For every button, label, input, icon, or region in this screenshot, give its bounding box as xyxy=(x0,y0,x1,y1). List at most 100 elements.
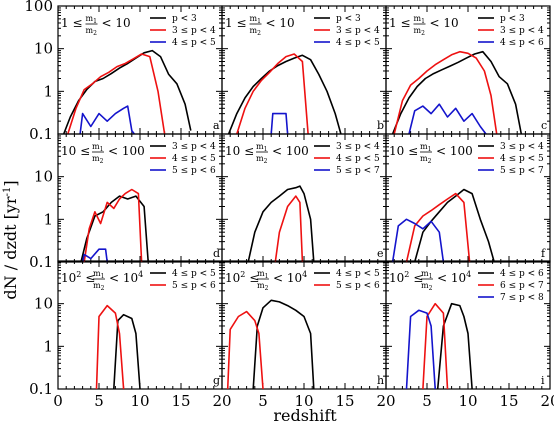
legend-label: 4 ≤ p < 5 xyxy=(172,154,216,164)
x-tick-label: 20 xyxy=(376,392,395,410)
legend-label: 4 ≤ p < 5 xyxy=(336,269,380,279)
ratio-denominator: m2 xyxy=(92,154,104,165)
series-line-g-1 xyxy=(113,313,141,390)
y-tick-label: 10 xyxy=(34,168,53,186)
legend-label: 4 ≤ p < 5 xyxy=(336,154,380,164)
legend-label: 4 ≤ p < 6 xyxy=(500,269,544,279)
x-tick-label: 20 xyxy=(540,392,554,410)
legend-label: 3 ≤ p < 4 xyxy=(336,142,380,152)
x-tick-label: 15 xyxy=(499,392,518,410)
ratio-numerator: m1 xyxy=(421,269,432,280)
x-tick-label: 0 xyxy=(53,392,63,410)
legend-label: 4 ≤ p < 6 xyxy=(500,38,544,48)
ratio-numerator: m1 xyxy=(256,142,267,153)
ratio-numerator: m1 xyxy=(420,142,431,153)
y-tick-label: 0.1 xyxy=(29,253,53,271)
series-line-a-1 xyxy=(62,49,192,135)
mass-ratio-condition: 1 ≤ xyxy=(389,16,411,30)
mass-ratio-condition: 102 ≤ xyxy=(225,270,259,285)
legend-label: p < 3 xyxy=(336,14,361,24)
ratio-numerator: m1 xyxy=(250,14,261,25)
series-line-h-1 xyxy=(252,299,315,390)
series-line-b-1 xyxy=(227,54,342,135)
legend-label: 5 ≤ p < 6 xyxy=(336,281,380,291)
condition-upper: < 100 xyxy=(436,144,473,158)
condition-upper: < 100 xyxy=(108,144,145,158)
panel-letter: b xyxy=(377,119,384,132)
panel-letter: f xyxy=(541,247,546,260)
panel-letter: h xyxy=(377,374,384,387)
legend-label: p < 3 xyxy=(172,14,197,24)
condition-upper: < 10 xyxy=(430,16,459,30)
x-tick-label: 5 xyxy=(258,392,268,410)
legend-label: 4 ≤ p < 5 xyxy=(172,269,216,279)
series-line-d-1 xyxy=(80,195,149,263)
mass-ratio-condition: 10 ≤ xyxy=(225,144,254,158)
mass-ratio-condition: 1 ≤ xyxy=(225,16,247,30)
condition-upper: < 10 xyxy=(102,16,131,30)
series-line-f-2 xyxy=(405,192,471,263)
mass-ratio-condition: 1 ≤ xyxy=(61,16,83,30)
series-line-e-2 xyxy=(274,195,304,263)
y-tick-label: 10 xyxy=(34,40,53,58)
mass-ratio-condition: 10 ≤ xyxy=(389,144,418,158)
ratio-denominator: m2 xyxy=(257,281,269,292)
panel-letter: a xyxy=(213,119,220,132)
series-line-c-3 xyxy=(408,103,487,135)
series-line-i-2 xyxy=(422,302,449,390)
ratio-numerator: m1 xyxy=(414,14,425,25)
series-line-h-2 xyxy=(226,310,264,390)
mass-ratio-condition: 10 ≤ xyxy=(61,144,90,158)
legend-label: 3 ≤ p < 4 xyxy=(172,142,216,152)
legend-label: 3 ≤ p < 4 xyxy=(336,26,380,36)
mass-ratio-condition: 102 ≤ xyxy=(61,270,95,285)
series-line-g-2 xyxy=(95,304,125,390)
legend-label: 3 ≤ p < 4 xyxy=(500,142,544,152)
ratio-numerator: m1 xyxy=(92,142,103,153)
ratio-denominator: m2 xyxy=(86,26,98,37)
ratio-denominator: m2 xyxy=(93,281,105,292)
legend-label: p < 3 xyxy=(500,14,525,24)
x-tick-label: 5 xyxy=(94,392,104,410)
legend-label: 3 ≤ p < 4 xyxy=(500,26,544,36)
ratio-denominator: m2 xyxy=(256,154,268,165)
ratio-numerator: m1 xyxy=(93,269,104,280)
axes-layer: 0 5 10 15 20 5 10 15 20 5 10 15 20 0.1 1 10 100 0.1 1 10 0.1… xyxy=(24,0,554,410)
ratio-denominator: m2 xyxy=(421,281,433,292)
x-tick-label: 20 xyxy=(212,392,231,410)
condition-upper: < 10 xyxy=(266,16,295,30)
y-tick-label: 0.1 xyxy=(29,380,53,398)
x-tick-label: 5 xyxy=(422,392,432,410)
condition-upper: < 104 xyxy=(437,270,471,285)
series-line-d-3 xyxy=(81,248,108,263)
legend-label: 4 ≤ p < 5 xyxy=(172,38,216,48)
series-line-e-1 xyxy=(247,185,315,263)
legend-label: 6 ≤ p < 7 xyxy=(500,281,544,291)
mass-ratio-condition: 102 ≤ xyxy=(389,270,423,285)
series-line-a-3 xyxy=(79,105,135,135)
y-axis-label: dN / dzdt [yr-1] xyxy=(1,180,20,299)
y-tick-label: 1 xyxy=(43,82,53,100)
condition-upper: < 104 xyxy=(109,270,143,285)
x-tick-label: 15 xyxy=(171,392,190,410)
ratio-denominator: m2 xyxy=(414,26,426,37)
condition-upper: < 104 xyxy=(273,270,307,285)
ratio-numerator: m1 xyxy=(257,269,268,280)
series-line-i-3 xyxy=(405,309,436,390)
panel-letter: d xyxy=(213,247,220,260)
x-tick-label: 10 xyxy=(294,392,313,410)
panel-letter: c xyxy=(541,119,547,132)
series-line-d-2 xyxy=(83,188,143,263)
x-axis-label: redshift xyxy=(273,406,337,425)
panel-letter: i xyxy=(541,374,545,387)
